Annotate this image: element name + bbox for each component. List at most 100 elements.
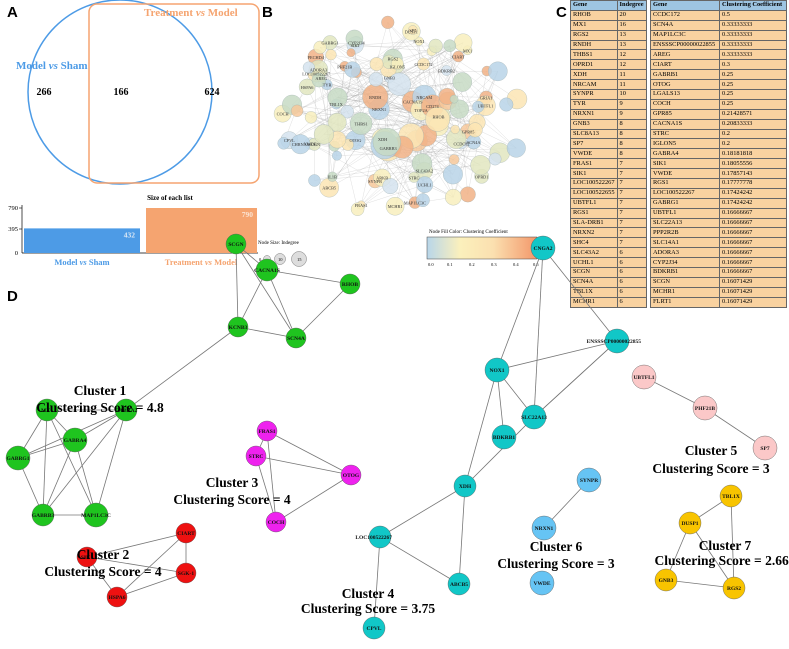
network-node-label: RGS2	[388, 57, 399, 62]
network-edge	[297, 45, 436, 111]
cluster-node	[114, 398, 138, 422]
panel-letter-a: A	[7, 4, 18, 21]
cluster-node	[752, 435, 778, 461]
cluster-node-label: CNGA2	[534, 246, 553, 252]
network-edge	[314, 141, 474, 181]
network-node	[450, 124, 460, 134]
network-node-label: COCH	[277, 112, 289, 117]
cluster-node	[692, 395, 718, 421]
list-size-y-tick-zero: 0	[15, 250, 18, 257]
cluster-node	[453, 474, 477, 498]
cluster-edge	[533, 247, 544, 418]
cluster-edge	[295, 283, 351, 339]
network-node-label: HSPA6	[301, 85, 315, 90]
network-node	[452, 72, 472, 92]
network-node-label: SIK1	[351, 43, 360, 48]
panel-letter-d: D	[7, 288, 18, 305]
size-legend-medium	[274, 253, 286, 265]
cluster-node-label: DUSP1	[681, 521, 698, 527]
cluster-node-label: VWDE	[533, 581, 550, 587]
bar-value-treatment-vs-model: 790	[242, 210, 254, 219]
venn-right-box	[88, 3, 260, 184]
network-edge	[361, 184, 425, 206]
cluster-node	[265, 511, 287, 533]
network-edge	[320, 45, 436, 48]
indegree-row: RHOB 20	[570, 9, 647, 21]
cluster-node	[31, 503, 55, 527]
network-node	[417, 57, 430, 71]
cluster-node-label: XDH	[459, 484, 472, 490]
cluster-edge	[42, 409, 48, 516]
cluster-nodes: SCGN CACNA1S RHOB KCNB3 SCN4A MX1 GABRA2 GABRG1…	[5, 233, 778, 640]
indegree-table: Gene Indegree RHOB 20 MX1 16 RGS2 13 RNDH 13 THB…	[570, 0, 647, 308]
network-edge	[387, 22, 517, 149]
cluster-edge	[464, 416, 535, 487]
size-legend-val-15: 15	[297, 257, 302, 262]
venn-left-title: Model vs Sham	[16, 60, 88, 72]
network-node	[425, 106, 450, 132]
network-node	[445, 188, 462, 206]
network-node	[499, 97, 514, 112]
network-node	[313, 124, 334, 145]
cluster-node-label: NOX1	[490, 368, 505, 374]
venn-overlap-count: 166	[114, 87, 129, 98]
color-tick-0: 0.0	[428, 262, 434, 267]
network-edge	[326, 84, 496, 160]
cluster-edge	[86, 556, 187, 574]
cluster-node-label: GABRA4	[64, 438, 87, 444]
bar-model-vs-sham	[24, 228, 140, 253]
cluster-node	[368, 525, 392, 549]
cluster-node	[530, 235, 556, 261]
indegree-row: UCHL1 6	[570, 257, 647, 269]
cluster-node-label: RGS2	[727, 586, 741, 592]
network-node-label: IL1B	[328, 175, 337, 180]
cluster-title: Cluster 7	[699, 538, 752, 553]
list-size-y-tick-top: 790	[8, 205, 18, 212]
network-node-label: CD274	[426, 104, 439, 109]
network-node	[325, 49, 337, 61]
cluster-edge	[42, 409, 127, 516]
cluster-node	[175, 522, 197, 544]
network-node	[302, 61, 315, 74]
color-tick-5: 0.5	[533, 262, 539, 267]
network-edge	[387, 22, 448, 97]
color-tick-1: 0.1	[447, 262, 453, 267]
network-node-label: CIART	[452, 55, 465, 60]
cluster-node-label: LOC100522267	[355, 535, 392, 541]
node-size-legend-title: Node Size: Indegree	[258, 241, 300, 246]
network-node-label: ARKB	[376, 176, 388, 181]
cluster-title: Cluster 4	[342, 586, 395, 601]
cluster-edge	[542, 247, 618, 342]
network-edge	[357, 138, 457, 210]
cluster-edge	[95, 409, 127, 516]
cluster-node-label: SCGN	[228, 242, 243, 248]
network-node-label: GNB3	[384, 76, 395, 81]
cluster-edge	[496, 340, 618, 371]
network-node	[506, 138, 526, 158]
cluster-node	[83, 502, 109, 528]
network-node	[488, 61, 508, 82]
cluster-edge	[74, 439, 97, 516]
cluster-node	[106, 586, 128, 608]
network-node-label: CYP2J34	[348, 40, 365, 45]
bar-value-model-vs-sham: 432	[124, 230, 136, 239]
network-node-label: NOX1	[413, 39, 424, 44]
cluster-node	[521, 404, 547, 430]
network-node	[298, 78, 316, 96]
network-node-label: CCDC172	[414, 62, 432, 67]
panel-letter-c: C	[556, 4, 567, 21]
network-node-label: NRXN1	[372, 107, 386, 112]
network-node	[428, 38, 443, 53]
size-legend-large	[291, 251, 307, 267]
cluster-title: Cluster 3	[206, 475, 259, 490]
network-nodes	[273, 15, 528, 216]
cluster-node	[76, 546, 98, 568]
color-legend-title: Node Fill Color: Clustering Coefficient	[429, 230, 508, 235]
network-node-label: DUSP1	[405, 29, 418, 34]
network-node	[411, 153, 433, 174]
cluster-node	[576, 467, 602, 493]
cluster-node	[256, 420, 278, 442]
network-node-label: FRAS1	[355, 203, 368, 208]
network-node-label: SCN4A	[467, 140, 482, 145]
cluster-node	[604, 328, 630, 354]
